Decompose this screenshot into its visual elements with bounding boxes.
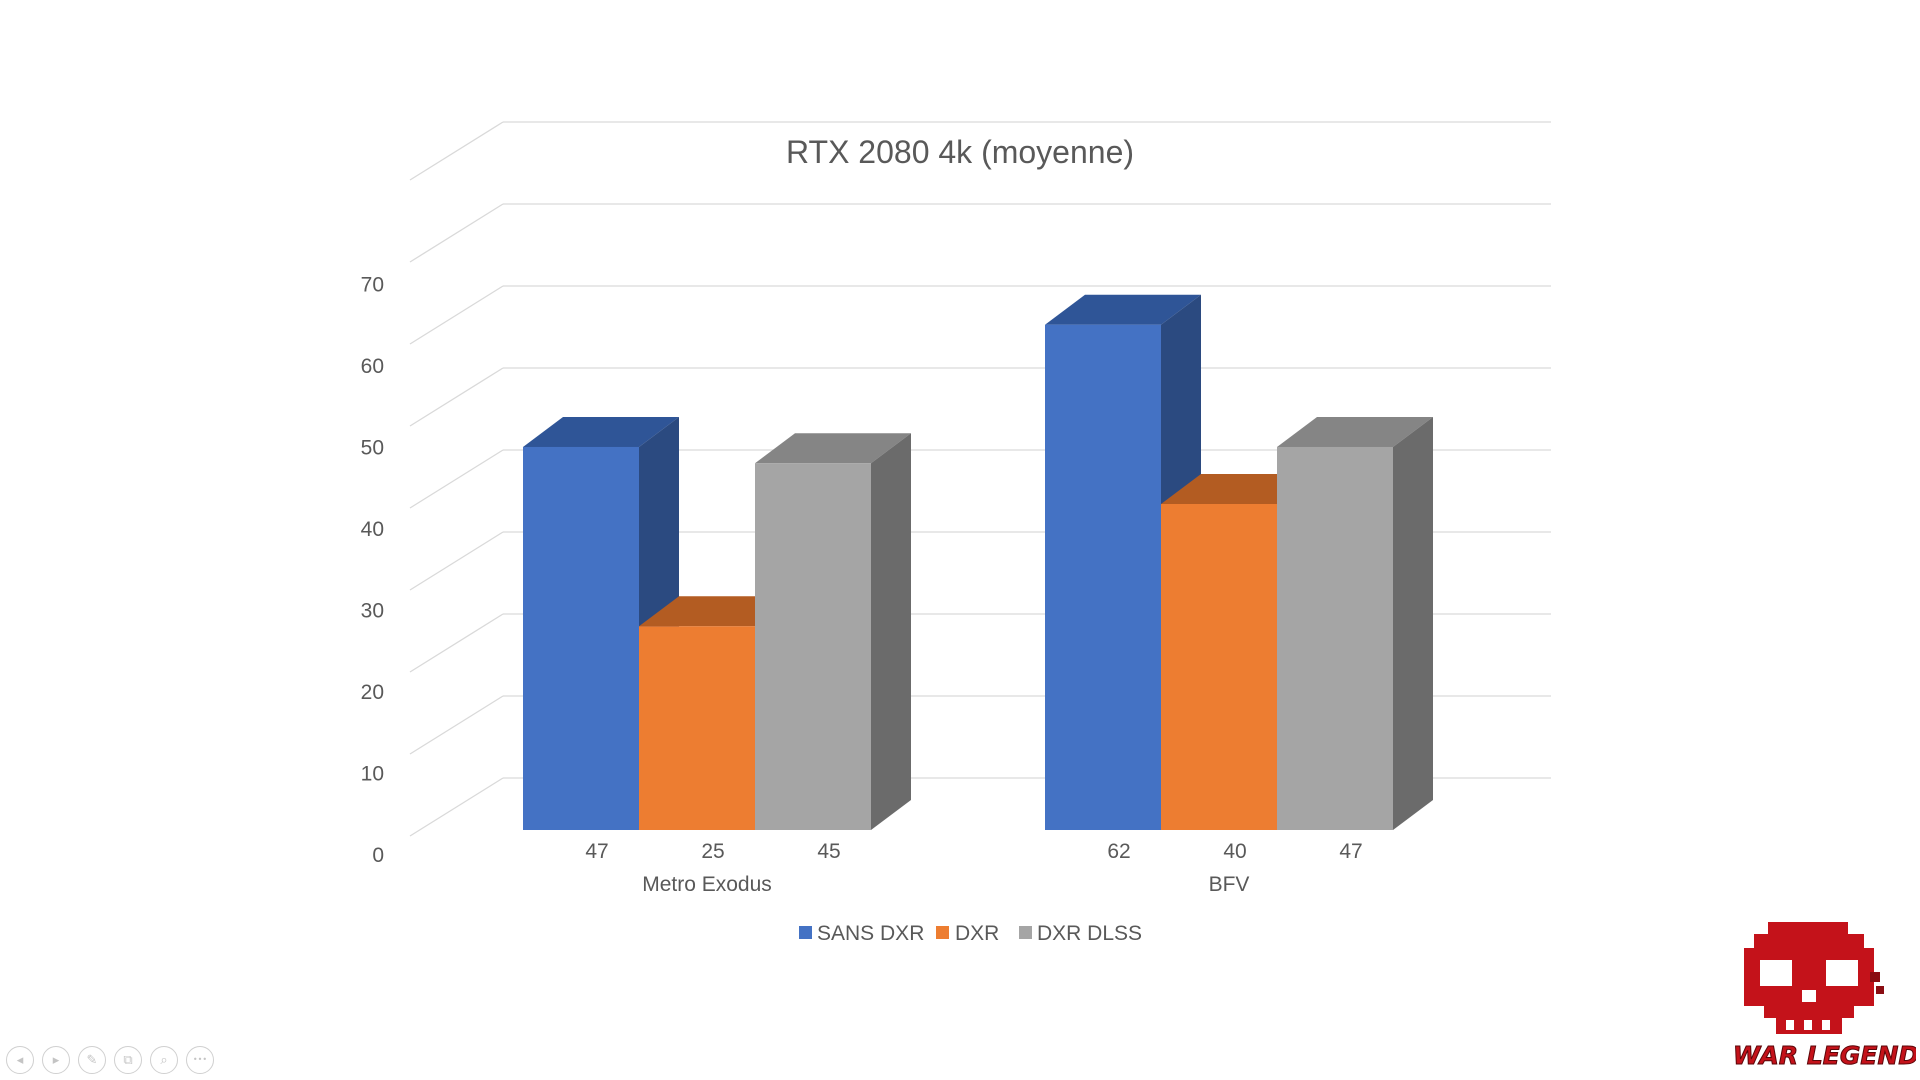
legend-swatch bbox=[799, 926, 812, 939]
bar-side-face bbox=[1393, 416, 1433, 830]
side-gridline bbox=[409, 695, 504, 755]
bar-top-face bbox=[1277, 416, 1433, 447]
side-gridline bbox=[409, 449, 504, 509]
all-slides-icon[interactable]: ⧉ bbox=[114, 1046, 142, 1074]
bar-front-face bbox=[1161, 504, 1277, 830]
zoom-icon[interactable]: ⌕ bbox=[150, 1046, 178, 1074]
legend: SANS DXR DXR DXR DLSS bbox=[799, 922, 1142, 945]
side-gridline bbox=[409, 121, 504, 181]
data-label: 25 bbox=[701, 840, 724, 863]
logo-text: WAR LEGEND bbox=[1733, 1041, 1916, 1070]
y-tick-label: 30 bbox=[361, 600, 384, 623]
side-gridline bbox=[409, 367, 504, 427]
data-label: 47 bbox=[1339, 840, 1362, 863]
bar-front-face bbox=[755, 463, 871, 830]
previous-slide-icon[interactable]: ◂ bbox=[6, 1046, 34, 1074]
legend-item: DXR DLSS bbox=[1019, 922, 1142, 945]
bar-top-face bbox=[1045, 294, 1201, 325]
side-gridline bbox=[409, 203, 504, 263]
data-label: 45 bbox=[817, 840, 840, 863]
chart-title: RTX 2080 4k (moyenne) bbox=[786, 134, 1134, 170]
side-gridline bbox=[409, 613, 504, 673]
bar-front-face bbox=[523, 446, 639, 830]
y-tick-label: 60 bbox=[361, 355, 384, 378]
bar-dxr-dlss bbox=[755, 433, 911, 830]
bar-front-face bbox=[1045, 324, 1161, 830]
y-tick-label: 40 bbox=[361, 518, 384, 541]
pen-icon[interactable]: ✎ bbox=[78, 1046, 106, 1074]
y-tick-label: 50 bbox=[361, 437, 384, 460]
side-gridline bbox=[409, 777, 504, 837]
bar-front-face bbox=[1277, 446, 1393, 830]
y-tick-label: 20 bbox=[361, 681, 384, 704]
data-label: 62 bbox=[1107, 840, 1130, 863]
bar-sans-dxr bbox=[1045, 294, 1201, 830]
data-labels-layer: 47 25 45 62 40 47 bbox=[585, 840, 1362, 863]
legend-swatch bbox=[936, 926, 949, 939]
y-tick-label: 70 bbox=[361, 274, 384, 297]
data-label: 40 bbox=[1223, 840, 1246, 863]
y-axis-ticks: 0 10 20 30 40 50 60 70 bbox=[361, 274, 384, 868]
legend-label: SANS DXR bbox=[817, 922, 924, 945]
y-tick-label: 10 bbox=[361, 763, 384, 786]
category-label: BFV bbox=[1209, 873, 1250, 896]
bar-side-face bbox=[871, 433, 911, 830]
legend-item: SANS DXR bbox=[799, 922, 924, 945]
bars-layer bbox=[523, 294, 1433, 830]
more-options-icon[interactable]: ••• bbox=[186, 1046, 214, 1074]
slideshow-toolbar: ◂ ▸ ✎ ⧉ ⌕ ••• bbox=[6, 1046, 214, 1074]
side-gridline bbox=[409, 531, 504, 591]
legend-item: DXR bbox=[936, 922, 999, 945]
legend-label: DXR DLSS bbox=[1037, 922, 1142, 945]
skull-icon bbox=[1744, 922, 1884, 1034]
bar-dxr-dlss bbox=[1277, 416, 1433, 830]
war-legend-logo: WAR LEGEND bbox=[1732, 922, 1916, 1071]
data-label: 47 bbox=[585, 840, 608, 863]
legend-swatch bbox=[1019, 926, 1032, 939]
bar-front-face bbox=[639, 626, 755, 830]
bar-top-face bbox=[755, 433, 911, 464]
category-label: Metro Exodus bbox=[642, 873, 772, 896]
category-labels-layer: Metro Exodus BFV bbox=[642, 873, 1249, 896]
legend-label: DXR bbox=[955, 922, 999, 945]
bar-top-face bbox=[523, 416, 679, 447]
next-slide-icon[interactable]: ▸ bbox=[42, 1046, 70, 1074]
y-tick-label: 0 bbox=[372, 844, 384, 867]
side-gridline bbox=[409, 285, 504, 345]
